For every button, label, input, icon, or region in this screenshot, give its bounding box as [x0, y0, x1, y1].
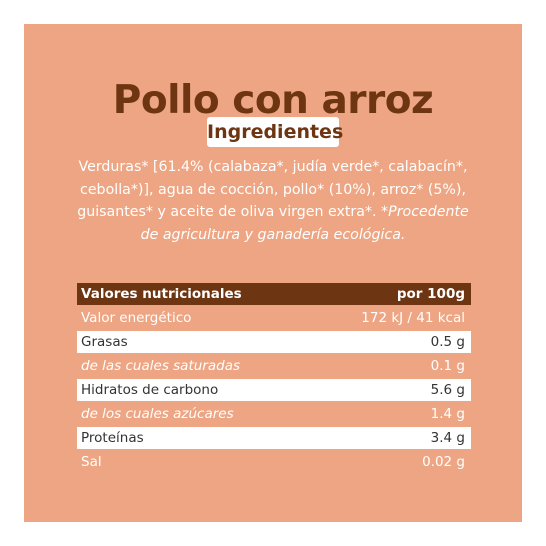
row-value: 0.02 g	[422, 454, 465, 470]
nutrition-table: Valores nutricionales por 100g Valor ene…	[77, 283, 471, 473]
header-label: Valores nutricionales	[81, 286, 242, 302]
row-salt: Sal 0.02 g	[77, 451, 471, 473]
row-value: 1.4 g	[430, 406, 465, 422]
ingredients-badge: Ingredientes	[207, 117, 343, 147]
row-label: Sal	[81, 454, 102, 470]
row-saturated: de las cuales saturadas 0.1 g	[77, 355, 471, 377]
row-label: de las cuales saturadas	[81, 358, 241, 374]
row-value: 0.1 g	[430, 358, 465, 374]
label-panel: Pollo con arroz Ingredientes Verduras* […	[24, 24, 522, 522]
row-label: Valor energético	[81, 310, 192, 326]
ingredients-note: *Procedente de agricultura y ganadería e…	[140, 204, 469, 243]
row-label: Proteínas	[81, 430, 144, 446]
row-sugars: de los cuales azúcares 1.4 g	[77, 403, 471, 425]
row-value: 0.5 g	[430, 334, 465, 350]
row-value: 3.4 g	[430, 430, 465, 446]
row-carbs: Hidratos de carbono 5.6 g	[77, 379, 471, 401]
row-value: 5.6 g	[430, 382, 465, 398]
ingredients-list: Verduras* [61.4% (calabaza*, judía verde…	[77, 159, 468, 220]
row-label: Grasas	[81, 334, 128, 350]
row-label: Hidratos de carbono	[81, 382, 219, 398]
nutrition-table-header: Valores nutricionales por 100g	[77, 283, 471, 305]
row-protein: Proteínas 3.4 g	[77, 427, 471, 449]
row-value: 172 kJ / 41 kcal	[361, 310, 465, 326]
row-fat: Grasas 0.5 g	[77, 331, 471, 353]
header-value: por 100g	[396, 286, 465, 302]
row-energy: Valor energético 172 kJ / 41 kcal	[77, 307, 471, 329]
product-title: Pollo con arroz	[112, 78, 434, 123]
row-label: de los cuales azúcares	[81, 406, 234, 422]
ingredients-text: Verduras* [61.4% (calabaza*, judía verde…	[68, 156, 478, 246]
